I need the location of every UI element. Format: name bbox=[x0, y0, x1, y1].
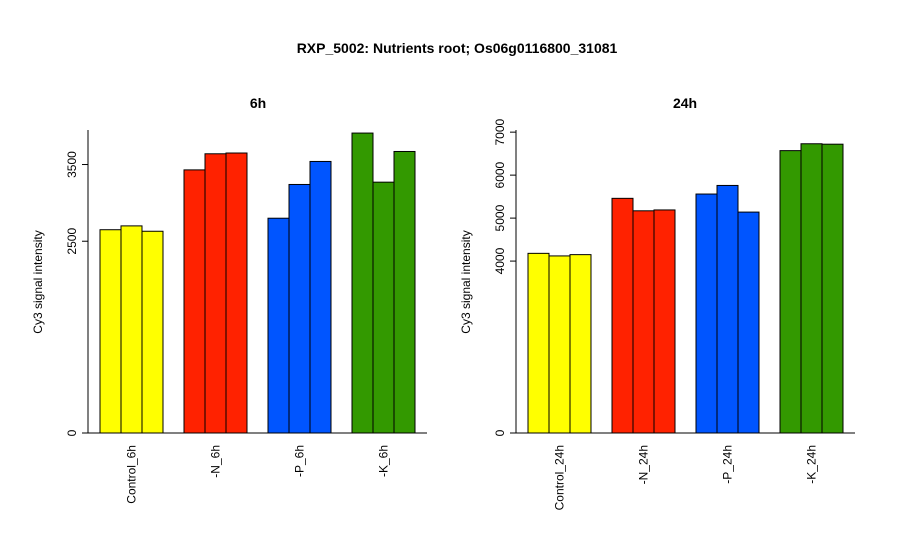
bar-Control_24h-3 bbox=[569, 254, 592, 434]
y-tick-label-3500: 3500 bbox=[65, 151, 79, 178]
bar--N_24h-2 bbox=[632, 210, 655, 434]
bar--N_24h-3 bbox=[653, 209, 676, 434]
y-tick-label-2500: 2500 bbox=[65, 228, 79, 255]
bar-Control_6h-2 bbox=[120, 225, 143, 434]
panel-24h: 24h Cy3 signal intensity 0 4000 5000 6000 70… bbox=[459, 95, 855, 510]
bar--K_6h-3 bbox=[393, 150, 416, 434]
y-tick-label-7000: 7000 bbox=[493, 118, 507, 145]
y-axis-24h: 0 4000 5000 6000 7000 bbox=[493, 118, 855, 436]
y-tick-label-6000: 6000 bbox=[493, 161, 507, 188]
bars-6h bbox=[99, 132, 416, 434]
x-tick-label--P_24h: -P_24h bbox=[721, 445, 735, 484]
bar--K_6h-1 bbox=[351, 132, 374, 434]
bar--K_6h-2 bbox=[372, 181, 395, 434]
bar-Control_6h-1 bbox=[99, 229, 122, 434]
x-labels-6h: Control_6h -N_6h -P_6h -K_6h bbox=[125, 445, 391, 504]
x-tick-label--K_6h: -K_6h bbox=[377, 445, 391, 477]
x-tick-label--P_6h: -P_6h bbox=[293, 445, 307, 477]
bar--N_6h-2 bbox=[204, 153, 227, 434]
panel-title-6h: 6h bbox=[250, 95, 266, 111]
bar--K_24h-3 bbox=[821, 143, 844, 434]
x-labels-24h: Control_24h -N_24h -P_24h -K_24h bbox=[553, 445, 819, 510]
bar--P_6h-3 bbox=[309, 160, 332, 434]
bar--P_24h-3 bbox=[737, 211, 760, 434]
y-tick-label-0: 0 bbox=[493, 429, 507, 436]
y-tick-label-0: 0 bbox=[65, 429, 79, 436]
bar--P_6h-2 bbox=[288, 183, 311, 434]
y-tick-label-4000: 4000 bbox=[493, 247, 507, 274]
y-axis-label-24h: Cy3 signal intensity bbox=[459, 230, 473, 333]
bar--N_6h-1 bbox=[183, 169, 206, 434]
bar--P_24h-2 bbox=[716, 184, 739, 434]
bar--N_6h-3 bbox=[225, 152, 248, 434]
bar--P_6h-1 bbox=[267, 217, 290, 434]
panel-title-24h: 24h bbox=[673, 95, 697, 111]
bars-24h bbox=[527, 143, 844, 434]
figure-title: RXP_5002: Nutrients root; Os06g0116800_3… bbox=[297, 40, 618, 56]
y-axis-6h: 0 2500 3500 bbox=[65, 130, 427, 436]
bar--K_24h-2 bbox=[800, 143, 823, 434]
bar-Control_6h-3 bbox=[141, 230, 164, 434]
x-tick-label--N_6h: -N_6h bbox=[209, 445, 223, 478]
bar--N_24h-1 bbox=[611, 197, 634, 434]
bar--K_24h-1 bbox=[779, 150, 802, 434]
panel-6h: 6h Cy3 signal intensity 0 2500 3500 Contro… bbox=[31, 95, 427, 504]
x-tick-label-Control_24h: Control_24h bbox=[553, 445, 567, 510]
bar--P_24h-1 bbox=[695, 193, 718, 434]
bar-Control_24h-1 bbox=[527, 252, 550, 434]
x-tick-label-Control_6h: Control_6h bbox=[125, 445, 139, 504]
x-tick-label--K_24h: -K_24h bbox=[805, 445, 819, 484]
x-tick-label--N_24h: -N_24h bbox=[637, 445, 651, 484]
y-tick-label-5000: 5000 bbox=[493, 204, 507, 231]
y-axis-label-6h: Cy3 signal intensity bbox=[31, 230, 45, 333]
bar-Control_24h-2 bbox=[548, 255, 571, 434]
